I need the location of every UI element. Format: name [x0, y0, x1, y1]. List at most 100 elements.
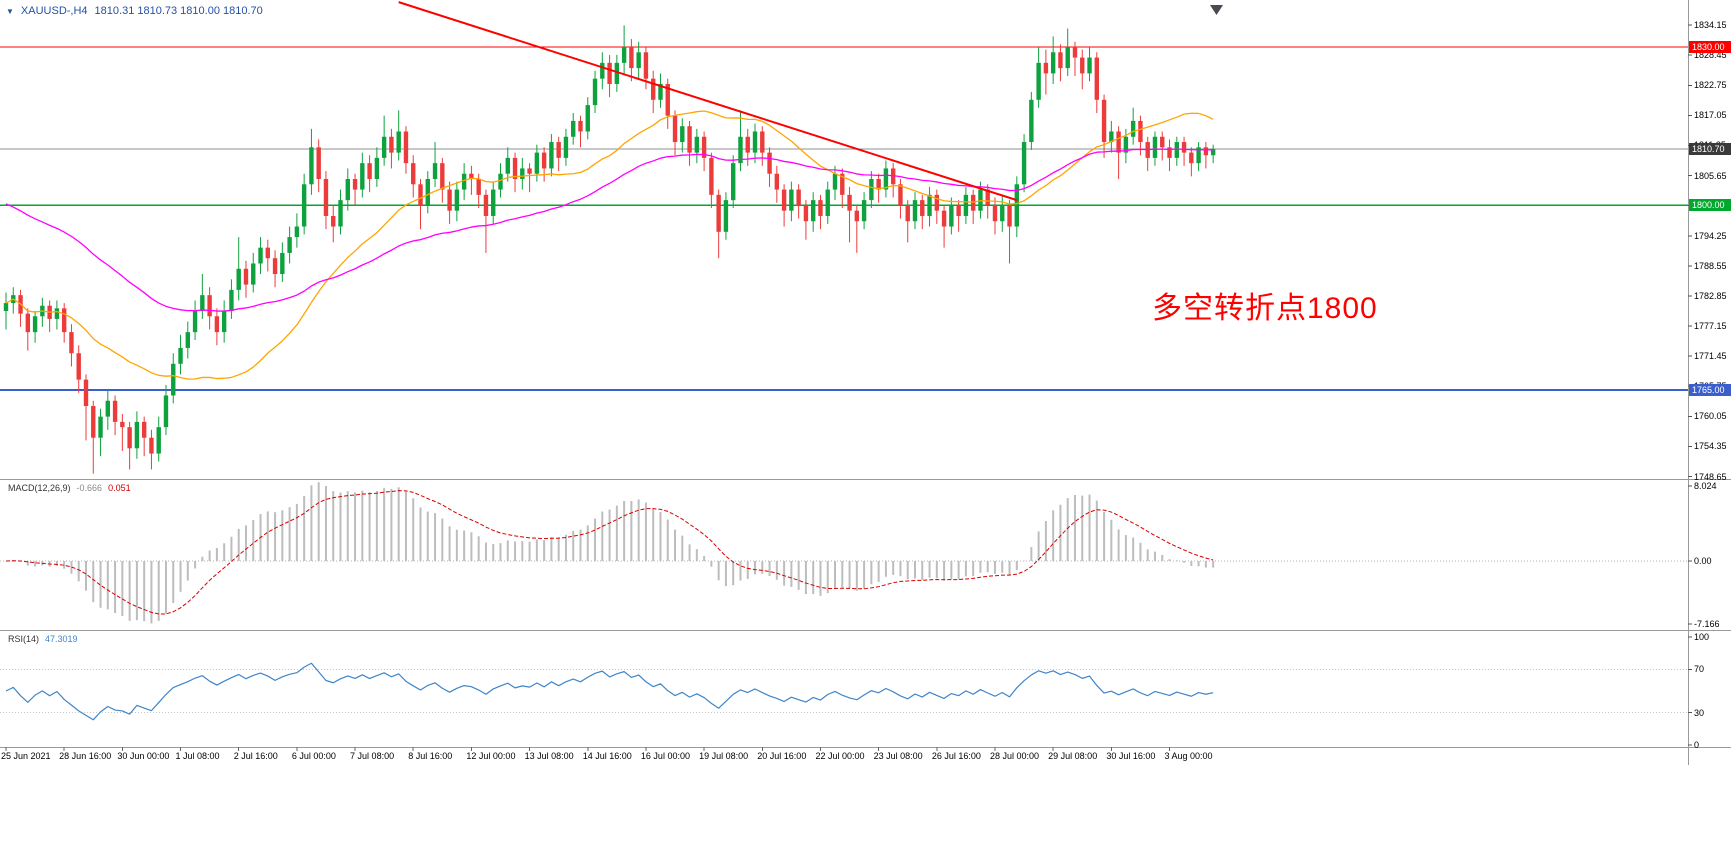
candle: [687, 126, 692, 153]
candle: [658, 83, 663, 100]
candle: [1181, 142, 1187, 153]
candle: [920, 200, 925, 216]
candle: [1109, 131, 1114, 143]
candle: [614, 62, 620, 84]
candle: [934, 194, 940, 211]
candle: [571, 120, 576, 137]
candle: [440, 163, 445, 190]
candle: [374, 157, 380, 179]
candle: [585, 105, 590, 132]
candle: [1043, 62, 1049, 74]
candle: [418, 184, 423, 206]
candle: [389, 136, 394, 153]
candle: [1174, 142, 1179, 158]
candle: [345, 179, 350, 201]
candle: [25, 313, 31, 333]
candle: [1072, 47, 1078, 58]
candle: [1203, 147, 1209, 156]
candle: [512, 157, 518, 179]
candle: [694, 136, 700, 153]
candle: [134, 421, 140, 449]
candle: [665, 83, 670, 116]
candle: [403, 131, 409, 164]
candle: [600, 62, 605, 79]
candle: [192, 311, 198, 333]
candle: [323, 179, 329, 216]
candle: [651, 78, 656, 100]
candle: [701, 136, 707, 158]
candle: [992, 205, 998, 222]
candle: [54, 308, 60, 319]
candle: [941, 210, 947, 227]
candle: [636, 52, 641, 69]
candle: [1101, 99, 1107, 143]
candle: [251, 263, 256, 285]
candle: [425, 179, 430, 206]
candle: [1130, 120, 1136, 137]
candle: [672, 115, 678, 143]
candle: [454, 189, 460, 211]
candle: [352, 179, 358, 190]
candle: [149, 437, 154, 454]
candle: [127, 427, 132, 449]
rsi-line: [5, 662, 1214, 721]
candle: [76, 353, 81, 380]
candle: [1036, 62, 1041, 100]
candle: [411, 163, 416, 185]
candle: [1152, 136, 1158, 158]
candle: [112, 400, 118, 422]
candle: [738, 136, 743, 164]
candle: [221, 311, 227, 333]
candle: [1050, 52, 1056, 74]
candle: [905, 205, 910, 222]
candle: [752, 131, 758, 153]
candle: [898, 184, 903, 206]
candle: [890, 168, 896, 185]
candle: [825, 189, 830, 216]
candle: [309, 147, 314, 185]
candle: [316, 147, 321, 179]
candle: [527, 168, 532, 174]
candle: [832, 173, 838, 190]
candle: [476, 179, 481, 195]
candle: [243, 268, 249, 285]
candle: [578, 120, 583, 132]
candle: [1123, 136, 1129, 153]
candle: [985, 189, 990, 206]
candle: [171, 363, 176, 396]
candle: [803, 205, 809, 222]
candle: [91, 406, 96, 438]
candle: [861, 200, 867, 222]
candle: [810, 200, 816, 222]
candle: [520, 168, 525, 179]
candle: [498, 173, 503, 190]
candle: [774, 173, 780, 190]
candle: [949, 205, 954, 227]
candle: [120, 421, 125, 428]
candle: [301, 184, 307, 227]
candle: [360, 163, 365, 190]
candle: [105, 400, 111, 417]
candle: [818, 200, 823, 216]
candle: [963, 194, 969, 216]
chart-shift-marker-icon[interactable]: [1210, 5, 1223, 15]
trendline[interactable]: [398, 1, 1018, 202]
candle: [156, 427, 161, 454]
candle: [840, 173, 845, 195]
candle: [680, 126, 685, 143]
candle: [1065, 47, 1070, 69]
candle: [447, 189, 452, 211]
candle: [1058, 52, 1063, 69]
candle: [505, 157, 510, 174]
candle: [607, 62, 612, 84]
candle: [1210, 148, 1216, 156]
candle: [760, 131, 765, 153]
candle: [549, 142, 554, 169]
moving-average-line: [5, 148, 1214, 312]
candle: [854, 210, 860, 222]
candle: [287, 237, 292, 253]
candle: [709, 157, 714, 195]
candle: [69, 332, 74, 354]
